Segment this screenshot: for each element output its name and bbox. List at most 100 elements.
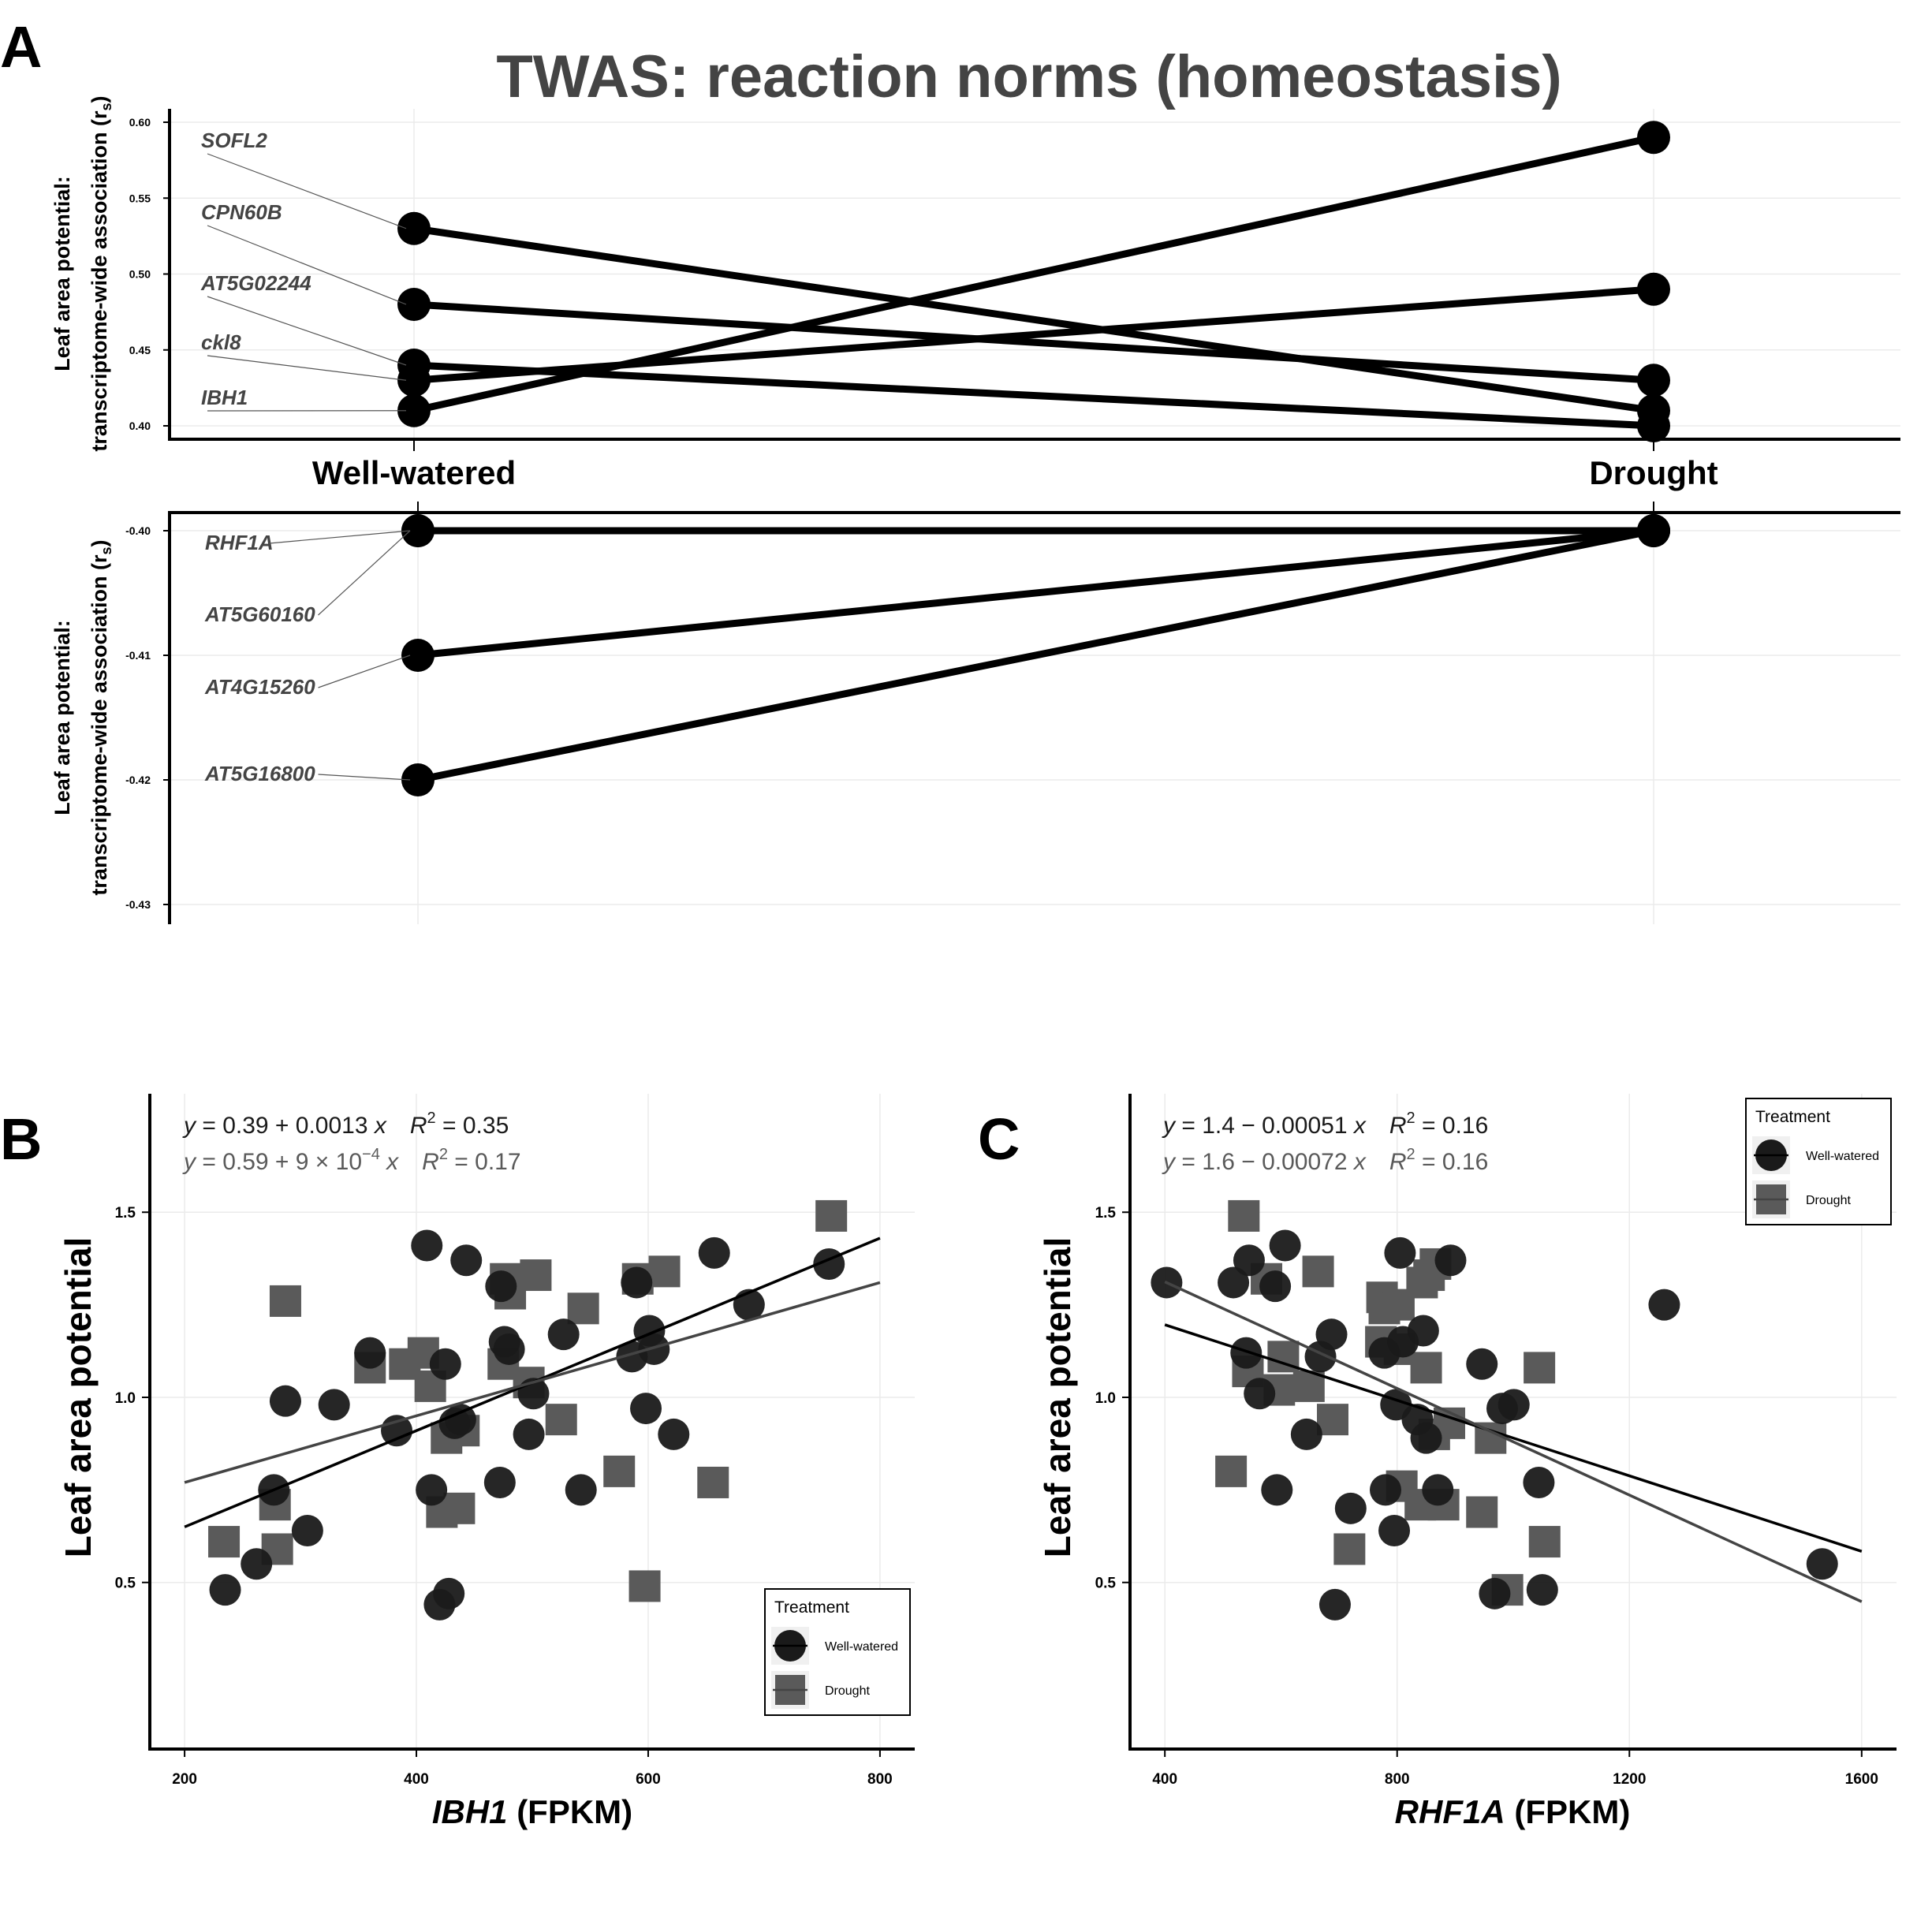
b-wellwatered-point [621, 1266, 653, 1299]
c-ylabel: Leaf area potential [1037, 1237, 1078, 1557]
gene-label-rhf1a: RHF1A [205, 531, 274, 554]
b-wellwatered-point [209, 1574, 241, 1606]
c-wellwatered-point [1497, 1389, 1530, 1421]
chart-title: TWAS: reaction norms (homeostasis) [496, 43, 1561, 110]
c-drought-point [1524, 1352, 1556, 1384]
b-drought-point [443, 1492, 476, 1524]
reaction-norm-at5g16800 [417, 527, 1654, 784]
c-drought-point [1528, 1526, 1561, 1558]
b-drought-point [520, 1259, 552, 1292]
b-fit-line-drought [184, 1281, 881, 1484]
a-top-ylabel-line1: Leaf area potential: [50, 176, 74, 371]
panel-a-gene-labels: SOFL2 CPN60B AT5G02244 ckl8 IBH1 RHF1A AT5G601… [200, 129, 411, 785]
gene-label-sofl2: SOFL2 [201, 129, 267, 152]
panel-c-ticks: 400 800 1200 1600 0.5 1.0 1.5 [1095, 1205, 1878, 1788]
b-wellwatered-point [698, 1236, 730, 1269]
a-top-ytick-label: 0.60 [129, 116, 151, 129]
panel-b-wellwatered-points [209, 1229, 845, 1621]
b-legend-label-dr: Drought [825, 1684, 870, 1698]
b-wellwatered-point [483, 1466, 516, 1498]
c-wellwatered-point [1290, 1418, 1322, 1450]
b-ytick-label: 1.5 [115, 1205, 136, 1221]
b-wellwatered-point [630, 1393, 662, 1425]
b-drought-point [697, 1466, 729, 1498]
c-xtick-label: 800 [1385, 1771, 1410, 1788]
c-wellwatered-point [1233, 1244, 1265, 1277]
reaction-norm-cpn60b [413, 300, 1654, 384]
leader-sofl2 [207, 153, 407, 229]
leader-rhf1a [269, 530, 411, 544]
leader-cpn60b [207, 225, 407, 305]
c-ytick-label: 1.0 [1095, 1390, 1116, 1407]
a-bottom-ytick-label: -0.40 [125, 524, 151, 537]
b-equation-wellwatered: y = 0.39 + 0.0013 x R2 = 0.35 [182, 1110, 509, 1139]
a-top-ylabel: Leaf area potential: transcriptome-wide … [50, 95, 114, 451]
b-ytick-label: 1.0 [115, 1390, 136, 1407]
a-bottom-ylabel-line2: transcriptome-wide association (rs) [88, 539, 114, 895]
c-equation-wellwatered: y = 1.4 − 0.00051 x R2 = 0.16 [1162, 1110, 1488, 1139]
a-top-ytick-label: 0.40 [129, 420, 151, 432]
a-bottom-ylabel: Leaf area potential: transcriptome-wide … [50, 539, 114, 895]
a-bottom-ytick-label: -0.43 [125, 898, 151, 911]
point-cpn60b-drought [1637, 364, 1670, 397]
b-xtick-label: 800 [867, 1771, 893, 1788]
c-wellwatered-point [1407, 1315, 1439, 1347]
panel-c-letter: C [978, 1106, 1020, 1172]
a-top-ylabel-line2: transcriptome-wide association (rs) [88, 95, 114, 451]
c-legend-title: Treatment [1755, 1108, 1830, 1126]
c-legend: Treatment Well-watered Drought [1745, 1098, 1892, 1225]
c-wellwatered-point [1259, 1270, 1292, 1303]
b-wellwatered-point [444, 1404, 476, 1436]
point-sofl2-well-watered [397, 211, 431, 245]
c-wellwatered-point [1378, 1515, 1411, 1546]
reaction-norm-at5g02244 [413, 361, 1654, 430]
c-wellwatered-point [1526, 1574, 1558, 1606]
b-drought-point [269, 1285, 301, 1317]
c-wellwatered-point [1523, 1466, 1555, 1498]
b-wellwatered-point [318, 1389, 350, 1421]
gene-label-at5g02244: AT5G02244 [200, 271, 311, 295]
point-ckl8-well-watered [397, 364, 431, 397]
panel-a-ticks: 0.40 0.45 0.50 0.55 0.60 -0.40 -0.41 -0.42 -0.43 [125, 116, 170, 911]
c-ytick-label: 1.5 [1095, 1205, 1117, 1221]
c-wellwatered-point [1218, 1266, 1250, 1299]
c-wellwatered-point [1269, 1229, 1301, 1262]
b-wellwatered-point [658, 1418, 690, 1450]
c-equation-drought: y = 1.6 − 0.00072 x R2 = 0.16 [1162, 1146, 1488, 1175]
reaction-norm-ibh1 [413, 133, 1654, 415]
a-top-ytick-label: 0.45 [129, 344, 151, 356]
leader-at4g15260 [318, 655, 411, 688]
a-top-ytick-label: 0.55 [129, 192, 151, 204]
b-wellwatered-point [269, 1385, 301, 1417]
b-wellwatered-point [416, 1474, 448, 1506]
c-wellwatered-point [1479, 1577, 1511, 1609]
b-xtick-label: 600 [636, 1771, 661, 1788]
c-legend-label-dr: Drought [1806, 1194, 1851, 1207]
c-wellwatered-point [1648, 1289, 1680, 1321]
b-drought-point [545, 1404, 577, 1436]
c-drought-point [1215, 1455, 1248, 1487]
c-ytick-label: 0.5 [1095, 1576, 1117, 1592]
c-wellwatered-point [1806, 1548, 1838, 1580]
c-drought-point [1302, 1255, 1334, 1288]
c-xtick-label: 400 [1152, 1771, 1177, 1788]
panel-a-reaction-norms [397, 121, 1670, 796]
b-wellwatered-point [354, 1337, 386, 1369]
b-wellwatered-point [433, 1577, 465, 1609]
b-wellwatered-point [411, 1229, 443, 1262]
point-ibh1-well-watered [397, 393, 431, 427]
b-legend: Treatment Well-watered Drought [764, 1588, 911, 1716]
condition-label-well-watered: Well-watered [312, 454, 516, 491]
reaction-norm-at4g15260 [417, 527, 1654, 659]
c-xlabel: RHF1A (FPKM) [1395, 1793, 1631, 1830]
gene-label-ckl8: ckl8 [201, 330, 241, 354]
c-xtick-label: 1600 [1845, 1771, 1878, 1788]
b-xlabel: IBH1 (FPKM) [432, 1793, 632, 1830]
c-fit-line-wellwatered [1164, 1323, 1863, 1553]
c-drought-point [1466, 1496, 1498, 1528]
point-at5g16800-well-watered [401, 763, 435, 796]
b-wellwatered-point [485, 1270, 517, 1303]
b-wellwatered-point [565, 1474, 597, 1506]
c-wellwatered-point [1244, 1378, 1276, 1410]
panel-c-wellwatered-points [1151, 1229, 1838, 1621]
